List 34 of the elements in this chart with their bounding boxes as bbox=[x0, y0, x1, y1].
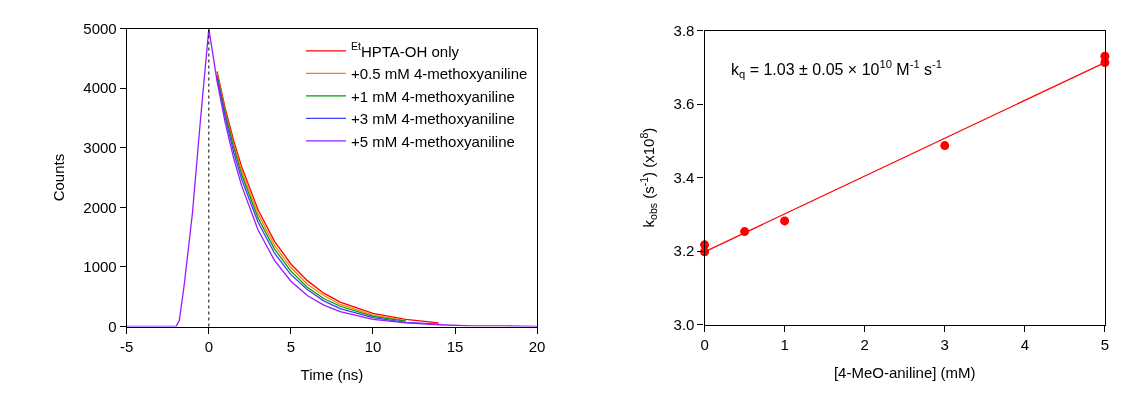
y-tick-label: 2000 bbox=[83, 198, 117, 216]
y-tick-label: 3.2 bbox=[673, 242, 695, 260]
legend-label: +1 mM 4-methoxyaniline bbox=[351, 87, 515, 105]
legend-label: $^{Et}$HPTA-OH only bbox=[351, 40, 460, 60]
x-tick-label: 5 bbox=[1100, 335, 1110, 353]
x-tick-label: 3 bbox=[940, 335, 949, 353]
legend-label: +0.5 mM 4-methoxyaniline bbox=[351, 65, 528, 83]
y-tick-label: 3000 bbox=[83, 139, 117, 157]
x-tick-label: 0 bbox=[700, 335, 709, 353]
x-axis-title: Time (ns) bbox=[300, 365, 364, 383]
annotation: k$_{q}$ = 1.03 ± 0.05 × 10$^{10}$ M$^{-1}$ s$^{-1}$ bbox=[731, 58, 943, 81]
x-tick-label: 0 bbox=[204, 337, 214, 355]
y-axis-title: Counts bbox=[49, 153, 67, 202]
x-tick-label: 2 bbox=[860, 335, 869, 353]
x-tick-label: 5 bbox=[286, 337, 296, 355]
x-axis-title: [4-MeO-aniline] (mM) bbox=[833, 363, 976, 381]
y-tick-label: 3.8 bbox=[673, 21, 695, 39]
y-tick-label: 1000 bbox=[83, 258, 117, 276]
y-tick-label: 4000 bbox=[83, 79, 117, 97]
x-tick-label: 20 bbox=[528, 337, 546, 355]
legend-label: +5 mM 4-methoxyaniline bbox=[351, 132, 515, 150]
point bbox=[940, 141, 950, 151]
x-tick-label: 4 bbox=[1020, 335, 1030, 353]
y-tick-label: 0 bbox=[108, 317, 117, 335]
y-tick-label: 5000 bbox=[83, 19, 117, 37]
x-tick-label: 10 bbox=[364, 337, 382, 355]
x-tick-label: 15 bbox=[446, 337, 464, 355]
y-tick-label: 3.6 bbox=[673, 95, 695, 113]
point bbox=[780, 216, 790, 226]
y-tick-label: 3.4 bbox=[673, 168, 695, 186]
legend-label: +3 mM 4-methoxyaniline bbox=[351, 110, 515, 128]
x-tick-label: -5 bbox=[120, 337, 134, 355]
y-tick-label: 3.0 bbox=[673, 315, 695, 333]
x-tick-label: 1 bbox=[780, 335, 789, 353]
